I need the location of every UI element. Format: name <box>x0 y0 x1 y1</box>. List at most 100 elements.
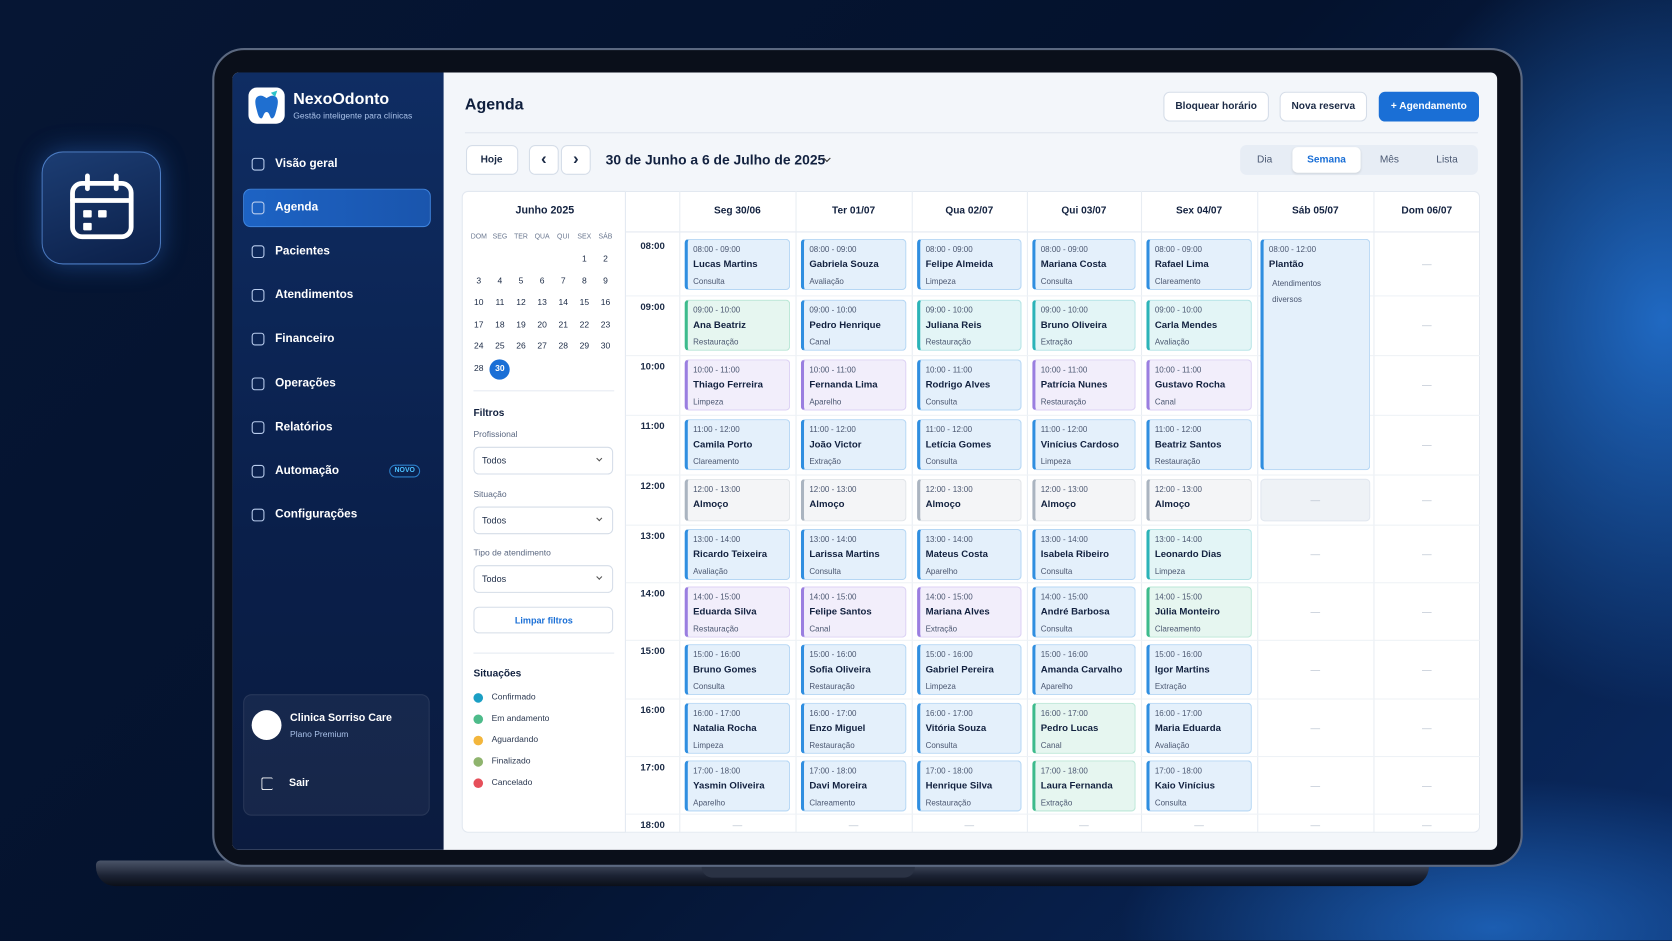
view-tab[interactable]: Mês <box>1379 153 1399 166</box>
appointment-card[interactable] <box>684 299 791 351</box>
appointment-card[interactable] <box>1032 478 1136 522</box>
calendar-day[interactable]: 26 <box>516 341 526 352</box>
appointment-card[interactable] <box>800 419 907 471</box>
calendar-day[interactable]: 24 <box>474 341 484 352</box>
nav-item[interactable]: Configurações <box>275 507 358 521</box>
view-tab[interactable]: Semana <box>1307 153 1346 166</box>
appointment-card[interactable] <box>800 702 907 754</box>
today-button[interactable] <box>465 145 519 175</box>
appointment-card[interactable] <box>1032 702 1136 754</box>
calendar-day[interactable]: 8 <box>581 275 587 286</box>
appointment-card[interactable] <box>917 586 1022 638</box>
nav-item[interactable]: Operações <box>275 376 336 390</box>
appointment-card[interactable] <box>684 238 791 291</box>
appointment-card[interactable] <box>1032 359 1136 411</box>
filter-select[interactable] <box>473 446 614 475</box>
calendar-day[interactable]: 16 <box>600 297 611 308</box>
filter-value[interactable]: Todos <box>481 514 507 525</box>
appointment-card[interactable] <box>917 419 1022 471</box>
calendar-day[interactable]: 30 <box>495 363 505 374</box>
appointment-card[interactable] <box>917 702 1022 754</box>
calendar-day[interactable]: 9 <box>603 275 608 286</box>
appointment-card[interactable] <box>1032 644 1136 696</box>
header-button-label[interactable]: Nova reserva <box>1291 100 1356 113</box>
header-button[interactable] <box>1279 91 1368 122</box>
nav-item[interactable]: Atendimentos <box>275 288 354 302</box>
calendar-day[interactable]: 22 <box>579 319 590 330</box>
appointment-card[interactable] <box>684 644 791 696</box>
calendar-day[interactable]: 6 <box>539 275 545 286</box>
calendar-day[interactable]: 17 <box>474 319 484 330</box>
header-button[interactable] <box>1378 91 1479 122</box>
calendar-day[interactable]: 2 <box>603 253 608 264</box>
calendar-day[interactable]: 27 <box>537 341 547 352</box>
appointment-card[interactable] <box>800 586 907 638</box>
nav-item[interactable]: Relatórios <box>275 420 333 434</box>
appointment-card[interactable] <box>917 359 1022 411</box>
appointment-card[interactable] <box>684 419 791 471</box>
appointment-card[interactable] <box>1146 419 1252 471</box>
appointment-card[interactable] <box>1146 528 1252 581</box>
appointment-card[interactable] <box>917 238 1022 291</box>
today-label[interactable]: Hoje <box>480 153 503 166</box>
appointment-card[interactable] <box>1032 586 1136 638</box>
appointment-card[interactable] <box>1032 419 1136 471</box>
appointment-card[interactable] <box>800 359 907 411</box>
header-button-label[interactable]: + Agendamento <box>1390 100 1467 113</box>
logout[interactable]: Sair <box>288 777 310 790</box>
header-button[interactable] <box>1163 91 1269 122</box>
header-button-label[interactable]: Bloquear horário <box>1175 100 1257 113</box>
appointment-card[interactable] <box>1146 760 1252 812</box>
calendar-day[interactable]: 7 <box>560 275 566 286</box>
calendar-day[interactable]: 15 <box>579 297 590 308</box>
calendar-day[interactable]: 4 <box>497 275 503 286</box>
appointment-card[interactable] <box>1146 478 1252 522</box>
clear-filters-label[interactable]: Limpar filtros <box>514 615 573 626</box>
appointment-card[interactable] <box>800 238 907 291</box>
appointment-card[interactable] <box>684 702 791 754</box>
appointment-card[interactable] <box>1146 299 1252 351</box>
nav-item[interactable]: Visão geral <box>275 157 338 171</box>
appointment-card[interactable] <box>1146 238 1252 291</box>
appointment-card[interactable] <box>800 760 907 812</box>
appointment-card[interactable] <box>1146 644 1252 696</box>
nav-item[interactable]: Agenda <box>275 201 319 214</box>
filter-select[interactable] <box>473 565 614 593</box>
appointment-block[interactable] <box>1260 238 1371 471</box>
calendar-day[interactable]: 20 <box>537 319 547 330</box>
calendar-day[interactable]: 25 <box>495 341 505 352</box>
appointment-card[interactable] <box>917 760 1022 812</box>
appointment-card[interactable] <box>800 299 907 351</box>
nav-item[interactable]: Automação <box>275 464 339 477</box>
filter-value[interactable]: Todos <box>481 573 507 585</box>
appointment-card[interactable] <box>1032 760 1136 812</box>
appointment-card[interactable] <box>1032 238 1136 291</box>
calendar-day[interactable]: 10 <box>474 297 484 308</box>
appointment-card[interactable] <box>1146 586 1252 638</box>
calendar-day[interactable]: 23 <box>600 319 611 330</box>
calendar-day[interactable]: 28 <box>558 341 568 352</box>
calendar-day[interactable]: 5 <box>518 275 524 286</box>
appointment-card[interactable] <box>800 644 907 696</box>
appointment-card[interactable] <box>917 644 1022 696</box>
filter-value[interactable]: Todos <box>481 455 507 466</box>
calendar-day[interactable]: 19 <box>516 319 526 330</box>
calendar-day[interactable]: 3 <box>476 275 482 286</box>
clear-filters[interactable] <box>473 606 614 634</box>
nav-item[interactable]: Pacientes <box>275 244 330 258</box>
date-range[interactable]: 30 de Junho a 6 de Julho de 2025 <box>605 151 826 168</box>
calendar-day[interactable]: 1 <box>581 253 587 264</box>
calendar-day[interactable]: 28 <box>474 363 484 374</box>
calendar-day[interactable]: 18 <box>495 319 505 330</box>
appointment-card[interactable] <box>684 760 791 812</box>
filter-select[interactable] <box>473 505 614 534</box>
appointment-card[interactable] <box>800 478 907 522</box>
appointment-card[interactable] <box>1146 359 1252 411</box>
appointment-card[interactable] <box>684 586 791 638</box>
calendar-day[interactable]: 30 <box>600 341 611 352</box>
appointment-card[interactable] <box>1032 299 1136 351</box>
calendar-day[interactable]: 11 <box>495 297 505 308</box>
appointment-card[interactable] <box>684 528 791 581</box>
calendar-day[interactable]: 29 <box>579 341 590 352</box>
appointment-card[interactable] <box>684 478 791 522</box>
